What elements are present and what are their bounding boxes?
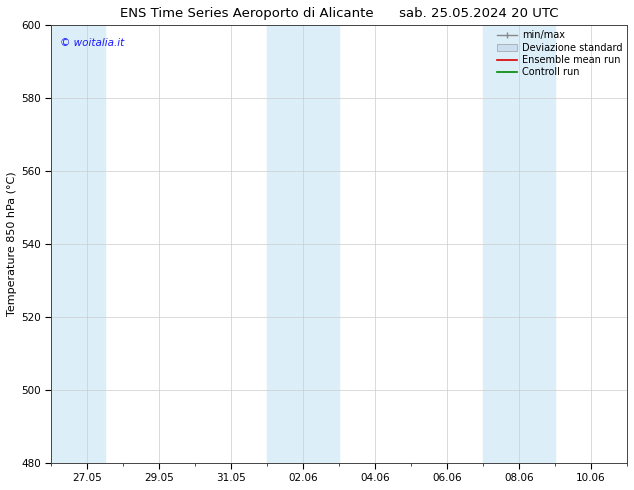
Bar [51, 25, 105, 463]
Bar [267, 25, 339, 463]
Bar [483, 25, 555, 463]
Y-axis label: Temperature 850 hPa (°C): Temperature 850 hPa (°C) [7, 172, 17, 316]
Legend: min/max, Deviazione standard, Ensemble mean run, Controll run: min/max, Deviazione standard, Ensemble m… [495, 28, 624, 79]
Title: ENS Time Series Aeroporto di Alicante      sab. 25.05.2024 20 UTC: ENS Time Series Aeroporto di Alicante sa… [120, 7, 559, 20]
Text: © woitalia.it: © woitalia.it [60, 38, 124, 49]
